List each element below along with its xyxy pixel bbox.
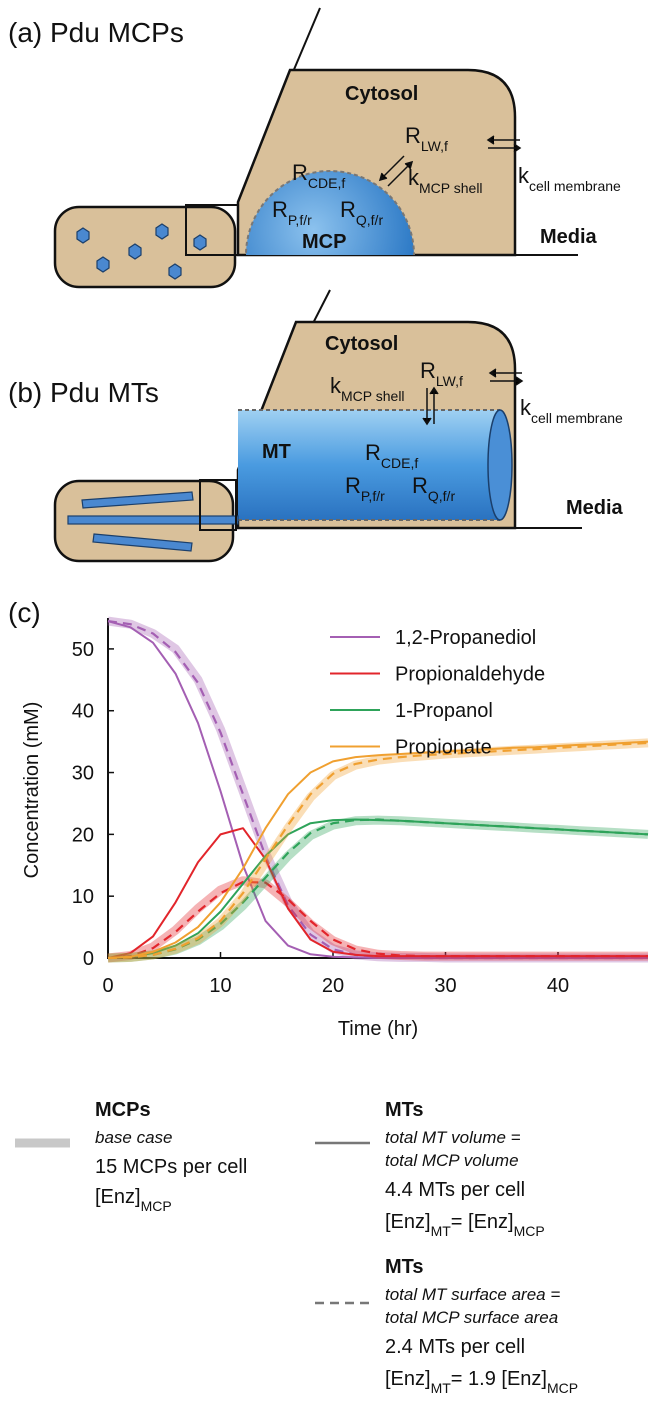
enz: = 1.9 [Enz]	[451, 1368, 547, 1390]
enz-sub: MT	[431, 1223, 452, 1239]
x-axis-title: Time (hr)	[338, 1018, 418, 1040]
legend-label: 1-Propanol	[395, 700, 493, 722]
rate-sub: CDE,f	[308, 175, 345, 191]
legend-text: total MT surface area =	[385, 1285, 560, 1304]
enz: [Enz]	[95, 1186, 141, 1208]
cytosol-label: Cytosol	[325, 333, 398, 355]
k-sub: cell membrane	[531, 410, 623, 426]
enz-sub: MCP	[141, 1198, 172, 1214]
k-sub: cell membrane	[529, 178, 621, 194]
k-sub: MCP shell	[341, 388, 405, 404]
x-tick-label: 20	[322, 975, 344, 997]
curve	[108, 621, 648, 958]
legend-text: [Enz]MCP	[95, 1186, 172, 1214]
cytosol-label: Cytosol	[345, 83, 418, 105]
curve	[108, 743, 648, 958]
rate-sub: P,f/r	[361, 488, 385, 504]
rate-sub: LW,f	[436, 373, 463, 389]
y-tick-label: 0	[83, 948, 94, 970]
panel-label: (a) Pdu MCPs	[8, 17, 184, 48]
enz: [Enz]	[385, 1368, 431, 1390]
rate-main: R	[340, 197, 356, 222]
legend-title: MCPs	[95, 1099, 151, 1121]
rate-main: R	[412, 473, 428, 498]
legend-title: MTs	[385, 1099, 424, 1121]
rate-main: R	[365, 440, 381, 465]
legend-text: total MT volume =	[385, 1128, 521, 1147]
rate-sub: LW,f	[421, 138, 448, 154]
x-tick-label: 30	[434, 975, 456, 997]
legend-text: 4.4 MTs per cell	[385, 1179, 525, 1201]
y-tick-label: 10	[72, 886, 94, 908]
curve	[108, 743, 648, 958]
legend-text: [Enz]MT= 1.9 [Enz]MCP	[385, 1368, 578, 1396]
legend-title: MTs	[385, 1256, 424, 1278]
enz-sub: MCP	[514, 1223, 545, 1239]
style-legend: MCPs base case 15 MCPs per cell [Enz]MCP…	[15, 1099, 578, 1396]
media-label: Media	[566, 497, 624, 519]
y-axis-title: Concentration (mM)	[21, 702, 43, 879]
panel-a: (a) Pdu MCPs Cytosol RLW,f kcell membran…	[8, 8, 621, 339]
rate-main: R	[292, 160, 308, 185]
x-tick-label: 40	[547, 975, 569, 997]
y-tick-label: 50	[72, 639, 94, 661]
figure: (a) Pdu MCPs Cytosol RLW,f kcell membran…	[0, 0, 649, 1415]
legend-text: base case	[95, 1128, 173, 1147]
curve	[108, 820, 648, 959]
rate-main: R	[345, 473, 361, 498]
k-label: kcell membrane	[518, 163, 621, 194]
rate-sub: CDE,f	[381, 455, 418, 471]
rate-main: R	[405, 123, 421, 148]
mcp-label: MCP	[302, 231, 346, 253]
legend-text: 2.4 MTs per cell	[385, 1336, 525, 1358]
panel-label: (b) Pdu MTs	[8, 377, 159, 408]
rate-main: R	[420, 358, 436, 383]
enz: = [Enz]	[451, 1211, 514, 1233]
x-tick-label: 0	[102, 975, 113, 997]
mt-end	[488, 410, 512, 520]
legend-label: Propionaldehyde	[395, 664, 545, 686]
mt-label: MT	[262, 441, 291, 463]
legend-text: [Enz]MT= [Enz]MCP	[385, 1211, 545, 1239]
rate-sub: Q,f/r	[356, 212, 384, 228]
enz-sub: MT	[431, 1380, 452, 1396]
legend-label: Propionate	[395, 737, 492, 759]
k-label: kcell membrane	[520, 395, 623, 426]
small-cell	[55, 207, 235, 287]
legend-text: 15 MCPs per cell	[95, 1156, 247, 1178]
rate-main: R	[272, 197, 288, 222]
panel-label: (c)	[8, 597, 41, 628]
y-tick-label: 30	[72, 763, 94, 785]
enz-sub: MCP	[547, 1380, 578, 1396]
y-tick-label: 40	[72, 701, 94, 723]
chart: (c) Time (hr) Concentration (mM) 0 10 20 30…	[8, 597, 648, 1040]
curve	[108, 742, 648, 958]
k-sub: MCP shell	[419, 180, 483, 196]
media-label: Media	[540, 226, 598, 248]
panel-b: (b) Pdu MTs Cytosol RLW,f kcell membrane…	[8, 290, 624, 561]
y-tick-label: 20	[72, 824, 94, 846]
enz: [Enz]	[385, 1211, 431, 1233]
legend-label: 1,2-Propanediol	[395, 627, 536, 649]
rate-sub: P,f/r	[288, 212, 312, 228]
legend-text: total MCP volume	[385, 1151, 519, 1170]
x-tick-label: 10	[209, 975, 231, 997]
legend-text: total MCP surface area	[385, 1308, 558, 1327]
rate-sub: Q,f/r	[428, 488, 456, 504]
